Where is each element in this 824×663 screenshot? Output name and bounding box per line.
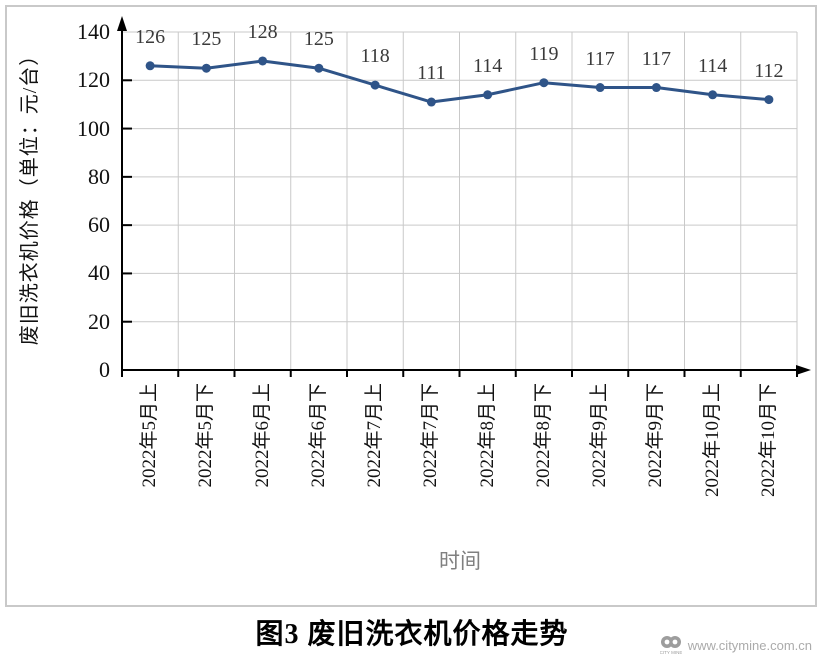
data-point-marker: [595, 83, 605, 93]
y-axis-arrow-icon: [117, 16, 127, 31]
data-point-marker: [764, 95, 774, 105]
watermark-url: www.citymine.com.cn: [687, 637, 812, 653]
price-line: [150, 59, 770, 104]
y-axis-title: 废旧洗衣机价格（单位：元/台）: [19, 44, 41, 346]
data-point-marker: [314, 63, 324, 73]
data-point-marker: [483, 90, 493, 100]
data-point-marker: [708, 90, 718, 100]
figure-caption: 图3 废旧洗衣机价格走势: [255, 619, 569, 650]
data-point-marker: [651, 83, 661, 93]
data-point-marker: [258, 56, 268, 66]
watermark: CITY MINE www.citymine.com.cn: [660, 635, 812, 655]
chart-frame: [5, 5, 817, 607]
data-point-marker: [370, 80, 380, 90]
data-point-marker: [426, 97, 436, 107]
data-point-marker: [145, 61, 155, 71]
citymine-logo-icon: CITY MINE: [660, 636, 682, 655]
data-point-marker: [201, 63, 211, 73]
citymine-logo-text: CITY MINE: [660, 650, 682, 655]
x-axis-title: 时间: [439, 550, 481, 573]
x-axis-arrow-icon: [796, 365, 811, 375]
data-point-marker: [539, 78, 549, 88]
